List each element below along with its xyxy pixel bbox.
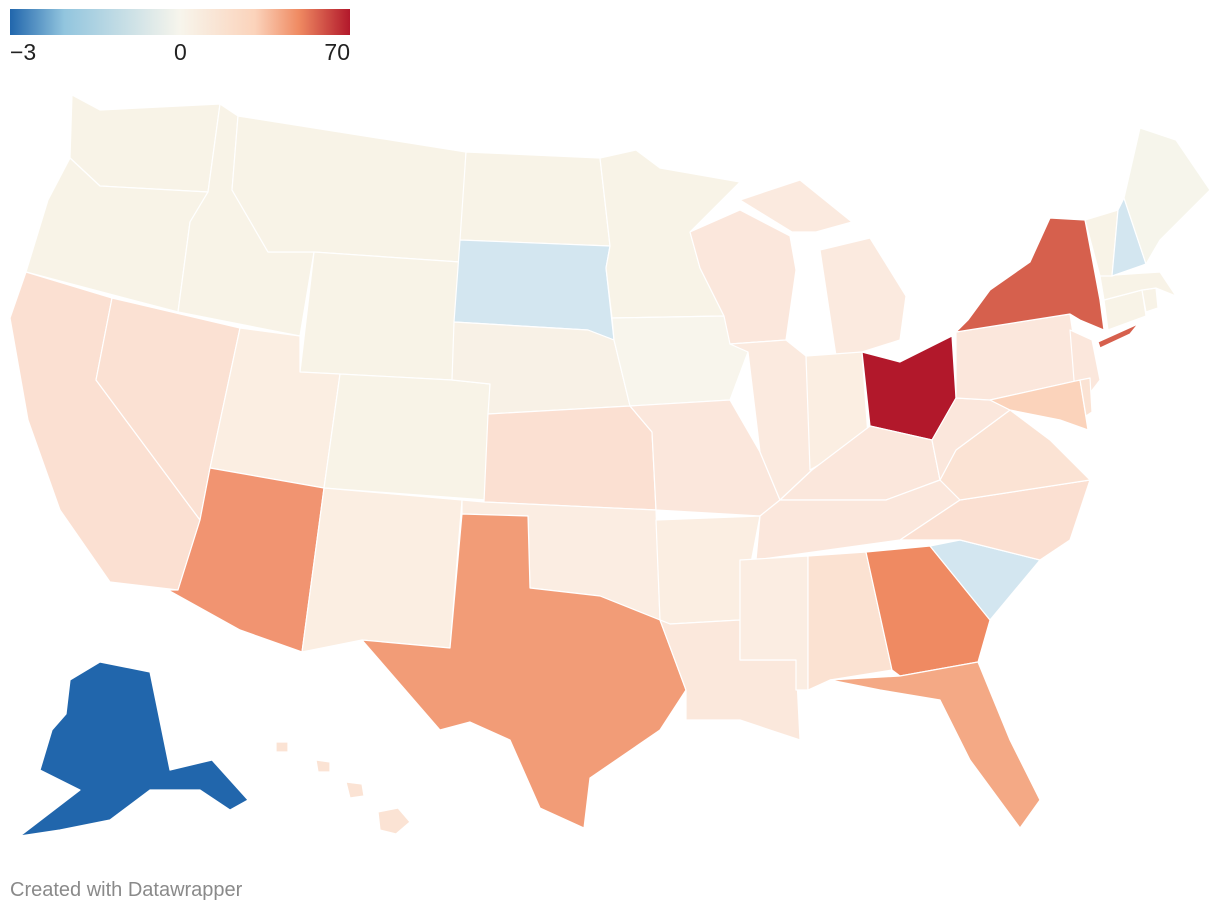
state-hi[interactable] <box>345 781 365 799</box>
state-de[interactable] <box>1079 377 1093 417</box>
state-mi[interactable] <box>739 179 853 233</box>
state-wa[interactable] <box>69 94 221 193</box>
state-co[interactable] <box>323 373 491 501</box>
state-mt[interactable] <box>231 115 467 263</box>
state-layer <box>9 94 1211 837</box>
state-nd[interactable] <box>459 151 611 247</box>
legend-max-label: 70 <box>324 39 350 65</box>
credit-footer: Created with Datawrapper <box>10 879 242 902</box>
state-ks[interactable] <box>483 405 657 511</box>
state-hi[interactable] <box>315 759 331 773</box>
state-nm[interactable] <box>301 487 463 653</box>
state-fl[interactable] <box>829 661 1041 829</box>
state-al[interactable] <box>807 551 893 691</box>
credit-text: Created with Datawrapper <box>10 879 243 901</box>
legend-min-label: −3 <box>10 39 37 65</box>
state-ak[interactable] <box>19 661 249 837</box>
state-wy[interactable] <box>299 251 461 381</box>
state-md[interactable] <box>989 379 1089 431</box>
state-me[interactable] <box>1123 127 1211 265</box>
legend-gradient-bar <box>10 9 350 35</box>
state-ny[interactable] <box>955 217 1105 333</box>
state-hi[interactable] <box>275 741 289 753</box>
state-ny[interactable] <box>1097 323 1139 349</box>
state-mi[interactable] <box>819 237 907 357</box>
color-legend: −3 0 70 <box>10 9 350 65</box>
legend-labels: −3 0 70 <box>10 35 350 65</box>
legend-mid-label: 0 <box>174 39 187 65</box>
state-tx[interactable] <box>361 513 687 829</box>
state-ma[interactable] <box>1099 271 1177 301</box>
state-hi[interactable] <box>377 807 411 835</box>
